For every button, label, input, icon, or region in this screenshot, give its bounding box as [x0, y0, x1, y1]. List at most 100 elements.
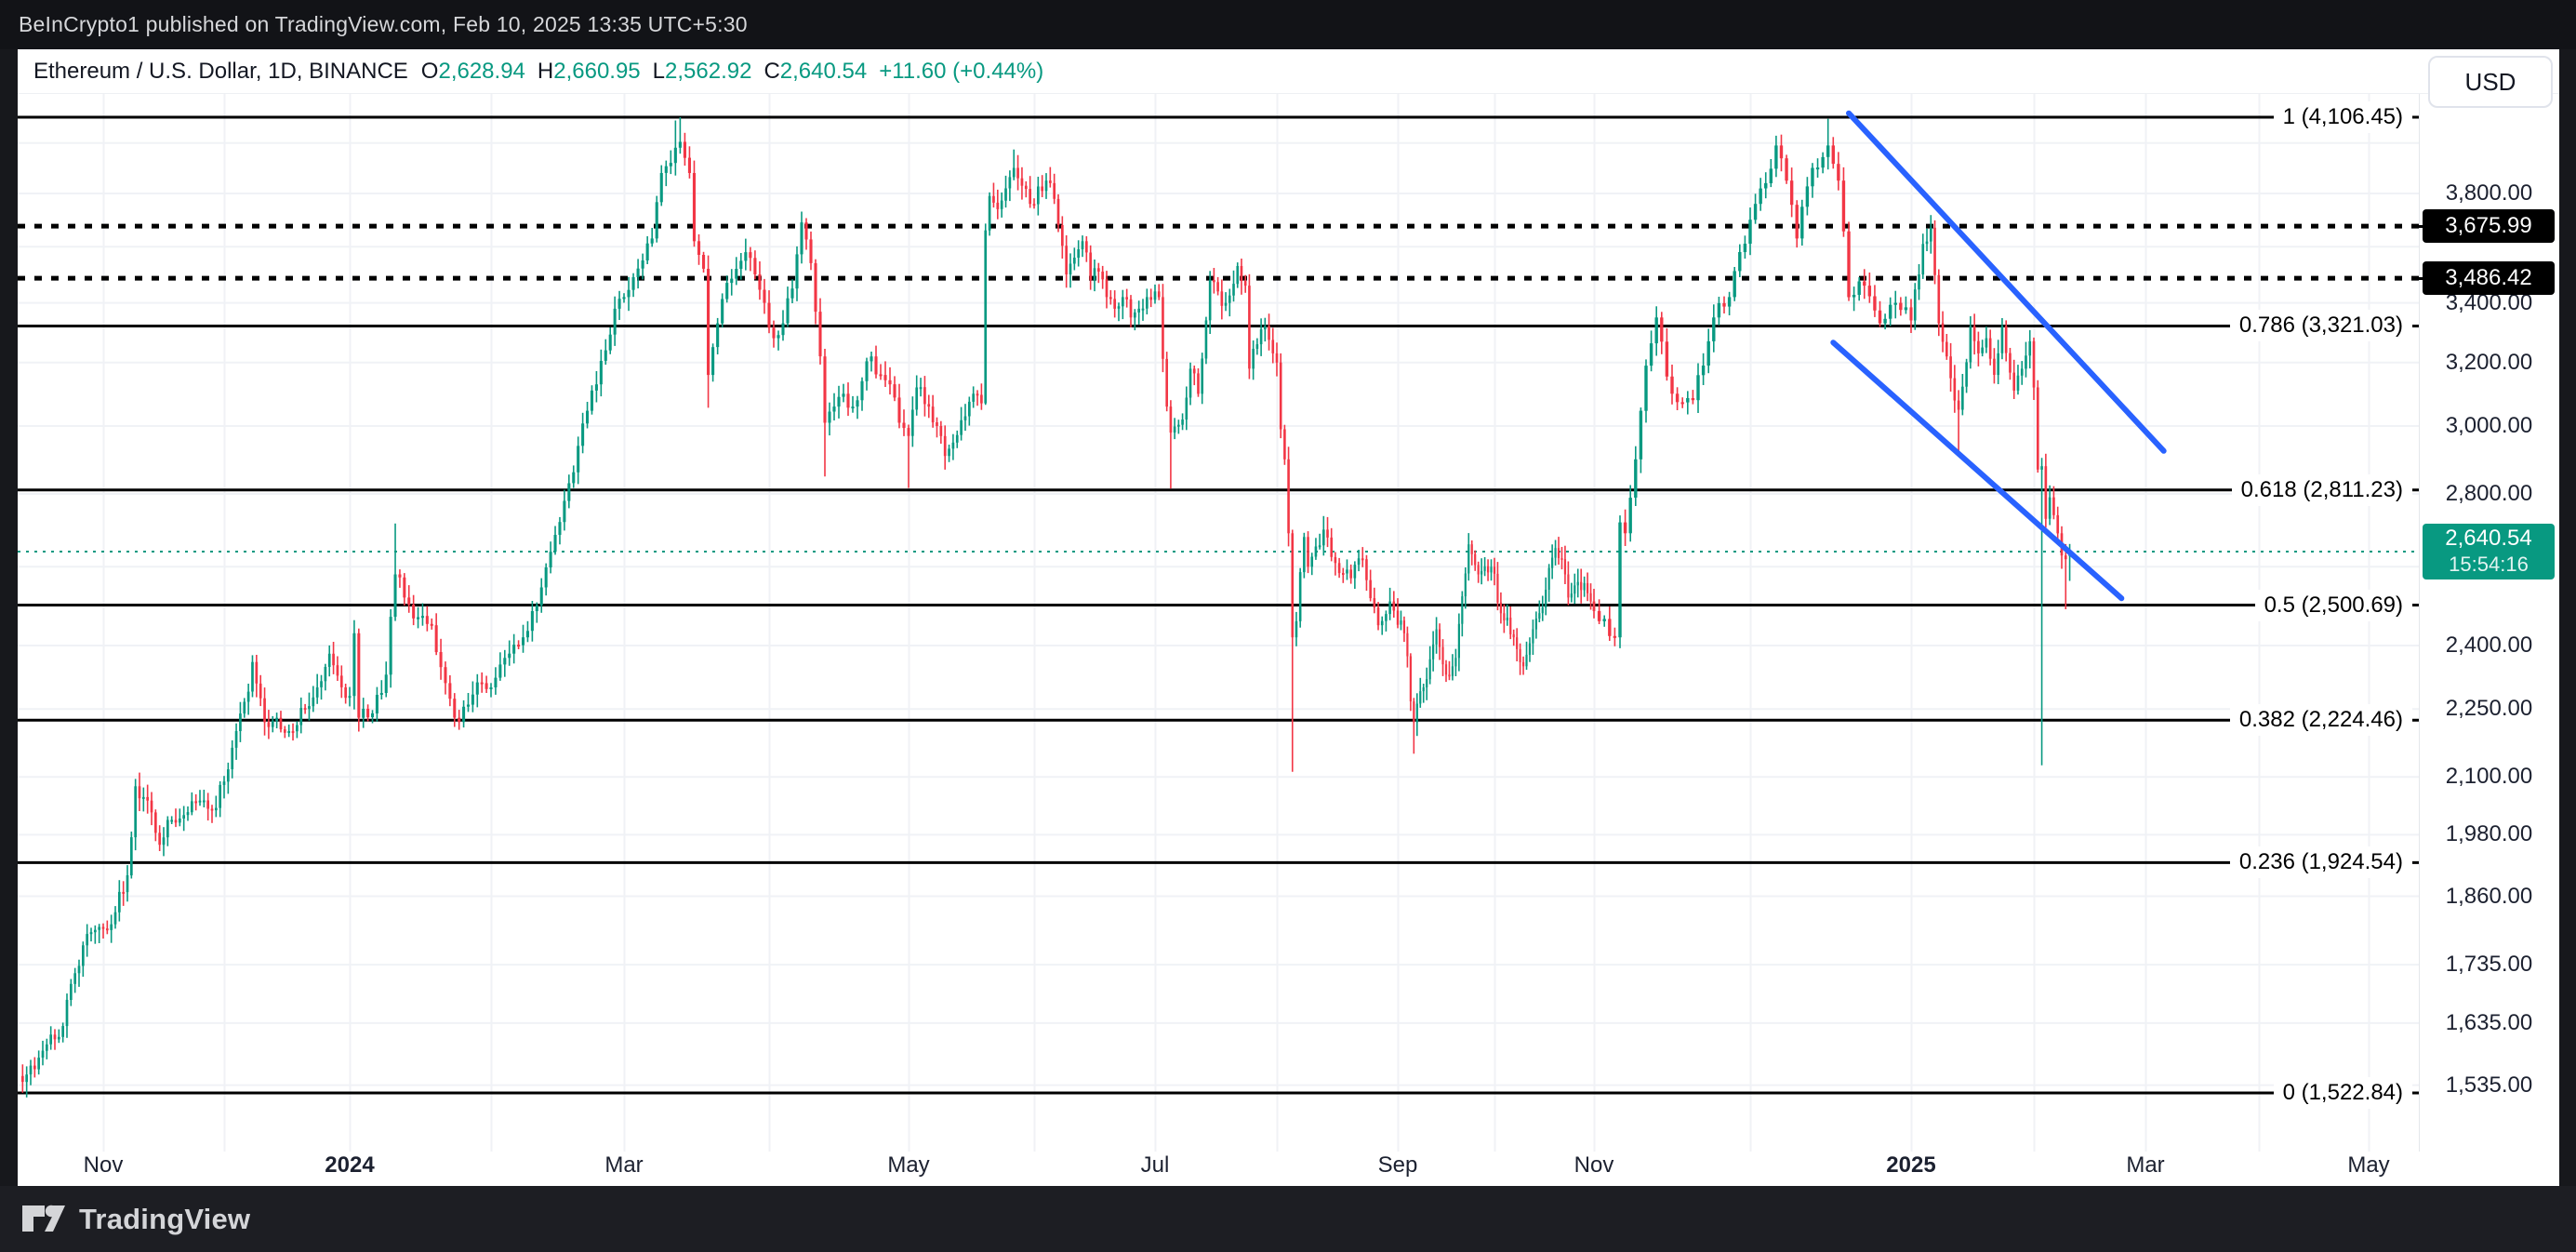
candle-body: [1815, 167, 1820, 170]
candle-body: [1141, 308, 1145, 311]
candle-body: [1419, 691, 1422, 704]
candle-body: [1310, 556, 1314, 567]
candle-body: [1415, 703, 1418, 723]
tradingview-logo-icon[interactable]: [20, 1204, 67, 1235]
candle-body: [608, 334, 612, 351]
candle-body: [389, 617, 392, 675]
candle-body: [362, 709, 365, 718]
tradingview-brand-text[interactable]: TradingView: [79, 1202, 251, 1235]
candle-body: [1169, 406, 1173, 433]
candle-body: [1060, 225, 1064, 246]
candle-body: [1933, 227, 1936, 275]
candle-body: [1961, 386, 1964, 410]
candle-body: [1519, 648, 1521, 662]
price-chart[interactable]: [18, 94, 2419, 1152]
candle-body: [1634, 459, 1638, 498]
candle-body: [1129, 299, 1133, 318]
candle-body: [1024, 185, 1028, 190]
candle-body: [1388, 601, 1391, 615]
candle-body: [1204, 320, 1208, 359]
candle-body: [366, 709, 370, 718]
price-tick-label: 1,535.00: [2445, 1072, 2533, 1098]
candle-body: [716, 323, 720, 348]
candle-body: [2012, 372, 2016, 391]
candle-body: [919, 387, 923, 390]
candle-body: [870, 356, 873, 362]
candle-body: [1255, 344, 1259, 349]
candle-body: [1503, 613, 1506, 620]
candle-body: [178, 819, 181, 823]
candle-body: [1525, 654, 1528, 667]
candle-body: [98, 926, 101, 930]
candle-body: [1918, 274, 1920, 290]
candle-body: [1096, 268, 1100, 272]
current-price-badge: 2,640.54 15:54:16: [2423, 523, 2555, 579]
currency-toggle-button[interactable]: USD: [2428, 56, 2553, 108]
candle-body: [1012, 167, 1016, 178]
candle-body: [494, 677, 498, 687]
candle-body: [25, 1074, 29, 1083]
candle-body: [73, 973, 77, 984]
candle-body: [599, 361, 603, 385]
candle-body: [1341, 573, 1345, 575]
candle-body: [1232, 284, 1235, 296]
candle-body: [227, 769, 230, 782]
candles-layer[interactable]: [20, 117, 2071, 1098]
candle-body: [907, 428, 910, 436]
time-tick-label: Jul: [1140, 1152, 1170, 1178]
trendline[interactable]: [1846, 110, 2167, 454]
candle-body: [1712, 317, 1716, 341]
candle-body: [1334, 556, 1337, 564]
candle-body: [2048, 497, 2052, 519]
candle-body: [234, 731, 238, 748]
candle-body: [967, 401, 971, 417]
candle-body: [1224, 302, 1228, 306]
candle-body: [2032, 340, 2036, 388]
candle-body: [659, 173, 663, 203]
candle-body: [1541, 607, 1544, 614]
candle-body: [2044, 466, 2048, 519]
candle-body: [860, 380, 864, 401]
candle-body: [1077, 249, 1081, 258]
time-tick-label: Nov: [83, 1152, 124, 1178]
candle-body: [786, 298, 790, 324]
candle-body: [1029, 189, 1031, 205]
candle-body: [804, 222, 808, 240]
candle-body: [1551, 557, 1554, 568]
candle-body: [336, 665, 339, 676]
candle-body: [936, 422, 938, 426]
candle-body: [832, 406, 836, 412]
price-tick-label: 2,800.00: [2445, 480, 2533, 506]
candle-body: [1696, 375, 1700, 401]
candle-body: [1727, 297, 1732, 307]
candle-body: [77, 966, 81, 974]
candle-body: [1965, 362, 1968, 387]
candle-body: [1181, 420, 1184, 425]
candle-body: [29, 1065, 33, 1075]
candle-body: [1236, 266, 1240, 285]
candle-body: [1208, 280, 1212, 321]
candle-body: [1613, 635, 1617, 638]
candle-body: [1811, 167, 1814, 187]
time-tick-label: 2025: [1886, 1152, 1936, 1178]
candle-body: [1307, 537, 1309, 567]
candle-body: [146, 796, 150, 801]
candle-body: [263, 698, 266, 723]
candle-body: [320, 681, 323, 687]
candle-body: [939, 426, 943, 436]
candle-body: [1654, 317, 1658, 344]
candle-body: [239, 713, 242, 731]
candle-body: [1592, 601, 1596, 611]
trendline[interactable]: [1830, 340, 2125, 602]
candle-body: [1380, 620, 1384, 626]
candle-body: [393, 574, 397, 618]
candle-body: [828, 411, 831, 423]
candle-body: [856, 400, 859, 407]
candle-body: [86, 934, 89, 946]
candle-body: [1240, 266, 1243, 281]
candle-body: [2004, 326, 2008, 353]
candle-body: [1957, 400, 1960, 410]
candle-body: [357, 633, 361, 718]
candle-body: [1056, 198, 1060, 225]
open-label: O: [420, 58, 439, 84]
